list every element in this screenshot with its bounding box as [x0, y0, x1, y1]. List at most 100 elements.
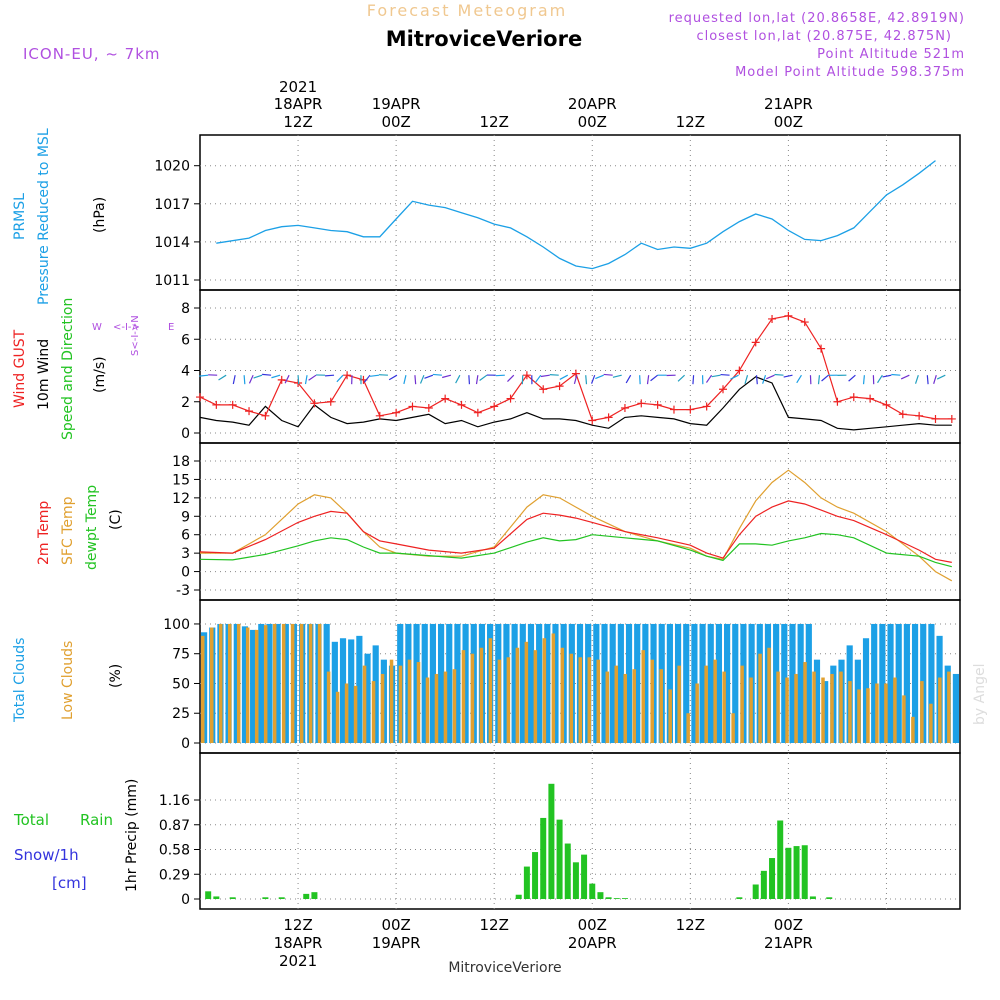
- low-cloud-bar: [749, 677, 753, 743]
- wind-arrow: [882, 374, 892, 378]
- gust-marker: [719, 385, 728, 394]
- wind-10m-label: 10m Wind: [36, 339, 52, 410]
- top-date-label: 21APR: [764, 95, 813, 113]
- total-cloud-bar: [634, 623, 641, 743]
- wind-arrow: [720, 373, 730, 376]
- low-cloud-bar: [893, 677, 897, 743]
- bottom-hour-label: 12Z: [283, 916, 312, 934]
- forecast-meteogram-title: Forecast Meteogram: [367, 1, 567, 20]
- low-cloud-bar: [344, 683, 349, 743]
- rain-bar: [262, 897, 269, 899]
- rain-bar: [736, 897, 743, 899]
- rain-bar: [826, 897, 833, 899]
- rain-bar: [785, 847, 792, 899]
- precip-total-label: Total: [13, 811, 49, 829]
- low-cloud-bar: [290, 623, 295, 743]
- wind-panel: 0 2 4 6 8: [181, 289, 961, 444]
- gust-marker: [522, 371, 531, 380]
- precip-ytick-label-3: 0.87: [159, 818, 190, 834]
- wind-arrow: [248, 374, 254, 384]
- clouds-panel: 0 25 50 75 100: [163, 599, 961, 754]
- dewpt-line: [199, 532, 952, 568]
- total-cloud-bar: [691, 623, 698, 743]
- total-cloud-bar: [879, 623, 886, 743]
- wind-ytick-label-4: 8: [181, 301, 190, 317]
- wind-arrow: [603, 373, 613, 376]
- low-cloud-bar: [299, 623, 304, 743]
- total-cloud-bar: [715, 623, 723, 743]
- low-cloud-bar: [911, 716, 915, 743]
- gust-marker: [424, 404, 433, 412]
- low-cloud-bar: [326, 671, 331, 743]
- wind-arrow: [455, 374, 461, 384]
- low-cloud-bar: [542, 638, 547, 743]
- total-cloud-bar: [813, 659, 821, 743]
- wind-arrow: [475, 375, 479, 385]
- total-cloud-bar: [895, 623, 902, 743]
- gust-marker: [588, 416, 597, 425]
- wind-arrow: [590, 374, 596, 384]
- wind-arrow: [783, 374, 793, 378]
- rain-bar: [548, 783, 555, 899]
- top-date-label: 18APR: [274, 95, 323, 113]
- low-cloud-bar: [785, 677, 789, 743]
- low-cloud-bar: [722, 671, 726, 743]
- low-cloud-bar: [713, 659, 717, 743]
- compass-east: E: [168, 322, 174, 333]
- clouds-ytick-label-1: 25: [172, 706, 190, 722]
- wind-arrow: [369, 374, 380, 377]
- low-cloud-bar: [236, 623, 241, 743]
- gust-marker: [375, 411, 384, 420]
- low-cloud-bar: [650, 659, 654, 743]
- low-cloud-bar: [866, 688, 870, 743]
- gust-marker: [408, 402, 417, 411]
- watermark: by Angel: [972, 664, 988, 725]
- low-cloud-bar: [803, 662, 807, 743]
- low-cloud-bar: [821, 677, 825, 743]
- wind-arrow: [926, 375, 929, 385]
- gust-marker: [473, 408, 482, 417]
- rain-bar: [311, 892, 318, 899]
- total-cloud-bar: [552, 623, 559, 743]
- total-cloud-bar: [454, 623, 461, 743]
- wind-arrow: [336, 374, 344, 383]
- low-cloud-bar: [362, 665, 367, 743]
- low-cloud-bar: [263, 625, 268, 743]
- gust-marker: [882, 400, 891, 409]
- rain-bar: [213, 896, 220, 899]
- temp-ytick-label-6: 15: [172, 472, 190, 488]
- wind-arrow: [442, 374, 452, 379]
- gust-marker: [245, 407, 254, 416]
- total-cloud-bar: [356, 635, 363, 743]
- wind-arrow: [262, 373, 272, 376]
- clouds-total-label: Total Clouds: [12, 638, 28, 723]
- total-cloud-bar: [822, 681, 829, 743]
- total-cloud-bar: [911, 623, 919, 743]
- total-cloud-bar: [952, 673, 959, 743]
- rain-bar: [556, 819, 563, 899]
- wind-arrow: [692, 375, 695, 385]
- temp-ytick-label-1: 0: [181, 565, 190, 581]
- bottom-date-label: 18APR: [274, 934, 323, 952]
- gust-marker: [817, 344, 826, 353]
- low-cloud-bar: [632, 669, 636, 743]
- gust-marker: [555, 382, 564, 391]
- rain-bar: [205, 891, 212, 899]
- bottom-date-label: 20APR: [568, 934, 617, 952]
- low-cloud-bar: [857, 689, 861, 743]
- low-cloud-bar: [695, 683, 699, 743]
- gust-marker: [866, 394, 875, 403]
- low-cloud-bar: [677, 665, 681, 743]
- wind-speed-dir-label: Speed and Direction: [60, 298, 76, 440]
- clouds-low-label: Low Clouds: [60, 641, 76, 720]
- low-cloud-bar: [659, 669, 663, 743]
- rain-bar: [540, 817, 547, 899]
- bottom-hour-label: 00Z: [578, 916, 607, 934]
- wind-ytick-label-0: 0: [181, 426, 190, 442]
- gust-marker: [392, 408, 401, 417]
- precip-unit: 1hr Precip (mm): [124, 779, 140, 892]
- rain-bar: [229, 897, 236, 899]
- top-hour-label: 00Z: [381, 113, 410, 131]
- total-cloud-bar: [625, 623, 633, 743]
